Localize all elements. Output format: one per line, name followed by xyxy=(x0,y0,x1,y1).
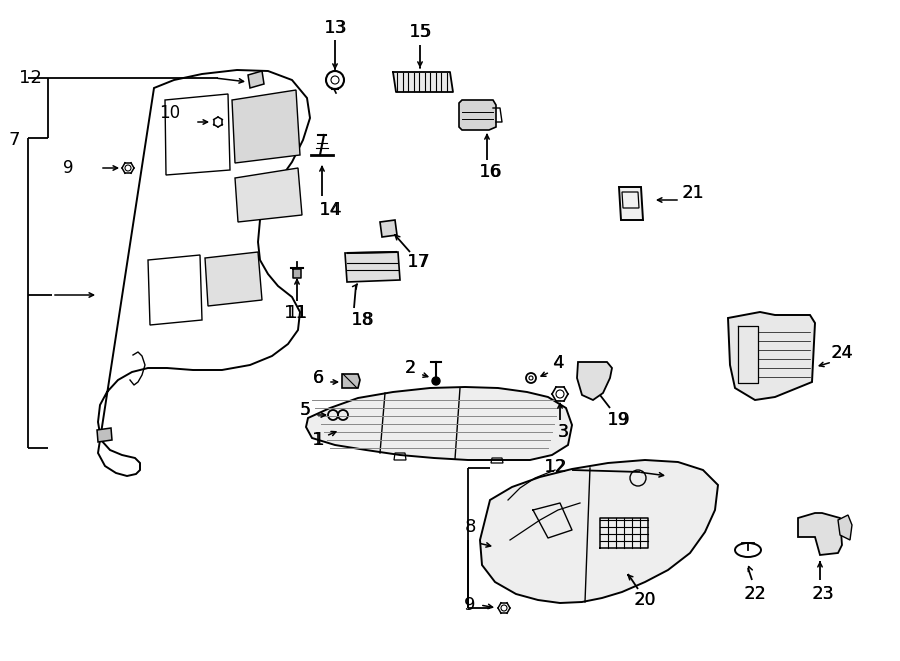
Polygon shape xyxy=(293,269,301,278)
Polygon shape xyxy=(97,428,112,442)
Text: 6: 6 xyxy=(313,369,323,387)
Polygon shape xyxy=(205,252,262,306)
Text: 19: 19 xyxy=(608,411,628,429)
Text: 1: 1 xyxy=(312,431,324,449)
Text: 22: 22 xyxy=(744,585,766,603)
Polygon shape xyxy=(577,362,612,400)
Text: 20: 20 xyxy=(634,591,656,609)
Text: 24: 24 xyxy=(831,344,853,362)
Text: 1: 1 xyxy=(312,431,323,449)
Polygon shape xyxy=(345,252,400,282)
Text: 10: 10 xyxy=(159,104,181,122)
Text: 15: 15 xyxy=(410,23,430,41)
Text: 21: 21 xyxy=(681,184,705,202)
Text: 24: 24 xyxy=(832,344,852,362)
Text: 13: 13 xyxy=(324,19,346,37)
Text: 18: 18 xyxy=(351,311,373,329)
Text: 11: 11 xyxy=(284,304,306,322)
Text: 4: 4 xyxy=(553,354,563,372)
Text: 17: 17 xyxy=(408,253,428,271)
Text: 18: 18 xyxy=(351,311,374,329)
Polygon shape xyxy=(619,187,643,220)
Polygon shape xyxy=(380,220,397,237)
Text: 12: 12 xyxy=(544,458,565,476)
Polygon shape xyxy=(798,513,842,555)
Text: 9: 9 xyxy=(63,159,73,177)
Polygon shape xyxy=(235,168,302,222)
Text: 3: 3 xyxy=(557,423,569,441)
Text: 12: 12 xyxy=(544,458,566,476)
Polygon shape xyxy=(248,71,264,88)
Text: 15: 15 xyxy=(409,23,431,41)
Text: 23: 23 xyxy=(812,585,834,603)
Text: 3: 3 xyxy=(558,423,568,441)
Text: 5: 5 xyxy=(300,401,310,419)
Polygon shape xyxy=(393,72,453,92)
Text: 16: 16 xyxy=(480,163,500,181)
Text: 21: 21 xyxy=(682,184,704,202)
Text: 17: 17 xyxy=(407,253,429,271)
Polygon shape xyxy=(306,387,572,460)
Text: 4: 4 xyxy=(553,354,563,372)
Text: 7: 7 xyxy=(8,131,20,149)
Polygon shape xyxy=(459,100,496,130)
Polygon shape xyxy=(480,460,718,603)
Text: 2: 2 xyxy=(404,359,416,377)
Text: 19: 19 xyxy=(607,411,629,429)
Text: 12: 12 xyxy=(19,69,41,87)
Text: 9: 9 xyxy=(464,596,476,614)
Polygon shape xyxy=(342,374,360,388)
Text: 23: 23 xyxy=(813,585,833,603)
Text: 2: 2 xyxy=(405,359,415,377)
Text: 16: 16 xyxy=(479,163,501,181)
Circle shape xyxy=(432,377,440,385)
Polygon shape xyxy=(838,515,852,540)
Text: 8: 8 xyxy=(464,518,476,536)
Text: 14: 14 xyxy=(320,201,340,219)
Polygon shape xyxy=(668,467,682,483)
Text: 5: 5 xyxy=(299,401,310,419)
Polygon shape xyxy=(232,90,300,163)
Text: 6: 6 xyxy=(312,369,324,387)
Text: 20: 20 xyxy=(634,591,655,609)
Text: 22: 22 xyxy=(743,585,767,603)
Text: 13: 13 xyxy=(324,19,346,37)
Text: 14: 14 xyxy=(319,201,341,219)
Text: 11: 11 xyxy=(286,304,308,322)
Polygon shape xyxy=(728,312,815,400)
